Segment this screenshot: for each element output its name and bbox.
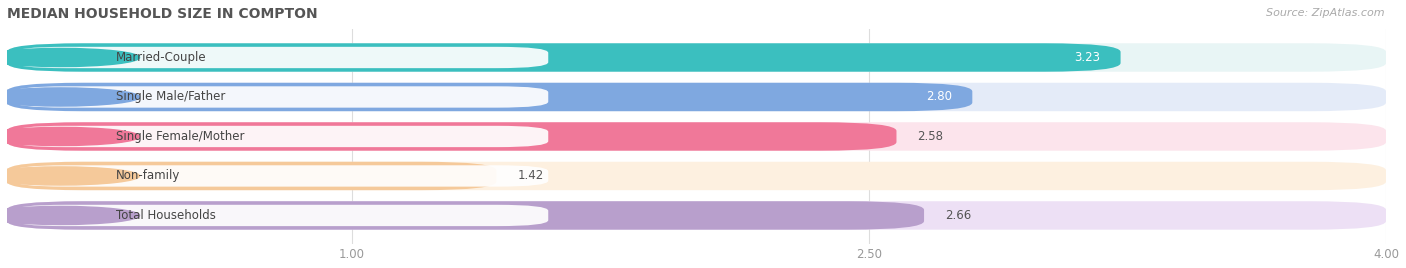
- Circle shape: [0, 49, 139, 66]
- FancyBboxPatch shape: [7, 43, 1386, 72]
- Text: 3.23: 3.23: [1074, 51, 1099, 64]
- Text: 2.66: 2.66: [945, 209, 972, 222]
- Text: Total Households: Total Households: [117, 209, 217, 222]
- Text: 2.80: 2.80: [925, 91, 952, 103]
- Text: 2.58: 2.58: [917, 130, 943, 143]
- FancyBboxPatch shape: [7, 43, 1121, 72]
- Text: Non-family: Non-family: [117, 169, 180, 183]
- FancyBboxPatch shape: [14, 205, 548, 226]
- FancyBboxPatch shape: [14, 47, 548, 68]
- FancyBboxPatch shape: [7, 201, 924, 230]
- Text: 1.42: 1.42: [517, 169, 544, 183]
- FancyBboxPatch shape: [14, 126, 548, 147]
- Circle shape: [0, 88, 139, 106]
- FancyBboxPatch shape: [7, 162, 1386, 190]
- FancyBboxPatch shape: [7, 122, 897, 151]
- Circle shape: [0, 206, 139, 225]
- Text: Married-Couple: Married-Couple: [117, 51, 207, 64]
- FancyBboxPatch shape: [7, 122, 1386, 151]
- FancyBboxPatch shape: [7, 83, 1386, 111]
- FancyBboxPatch shape: [14, 165, 548, 187]
- FancyBboxPatch shape: [14, 86, 548, 108]
- Text: Single Female/Mother: Single Female/Mother: [117, 130, 245, 143]
- Circle shape: [0, 127, 139, 146]
- Text: Source: ZipAtlas.com: Source: ZipAtlas.com: [1267, 8, 1385, 18]
- FancyBboxPatch shape: [7, 201, 1386, 230]
- Circle shape: [0, 167, 139, 185]
- Text: Single Male/Father: Single Male/Father: [117, 91, 225, 103]
- Text: MEDIAN HOUSEHOLD SIZE IN COMPTON: MEDIAN HOUSEHOLD SIZE IN COMPTON: [7, 7, 318, 21]
- FancyBboxPatch shape: [7, 162, 496, 190]
- FancyBboxPatch shape: [7, 83, 973, 111]
